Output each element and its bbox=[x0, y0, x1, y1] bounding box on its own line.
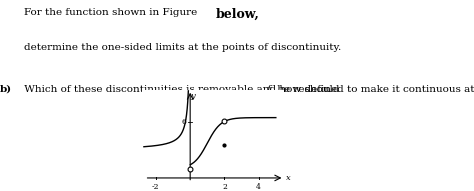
Text: x: x bbox=[286, 174, 291, 182]
Text: -2: -2 bbox=[152, 183, 160, 191]
Text: 4: 4 bbox=[256, 183, 261, 191]
Text: Which of these discontinuities is removable and how should: Which of these discontinuities is remova… bbox=[21, 85, 343, 94]
Text: 6: 6 bbox=[182, 118, 187, 126]
Text: 2: 2 bbox=[222, 183, 227, 191]
Text: For the function shown in Figure: For the function shown in Figure bbox=[24, 8, 203, 17]
Text: be redefined to make it continuous at this point?: be redefined to make it continuous at th… bbox=[274, 85, 474, 94]
Text: below,: below, bbox=[216, 8, 260, 21]
Text: b): b) bbox=[0, 85, 12, 94]
Text: f: f bbox=[267, 85, 271, 94]
Text: determine the one-sided limits at the points of discontinuity.: determine the one-sided limits at the po… bbox=[24, 43, 341, 52]
Text: y: y bbox=[190, 92, 195, 100]
